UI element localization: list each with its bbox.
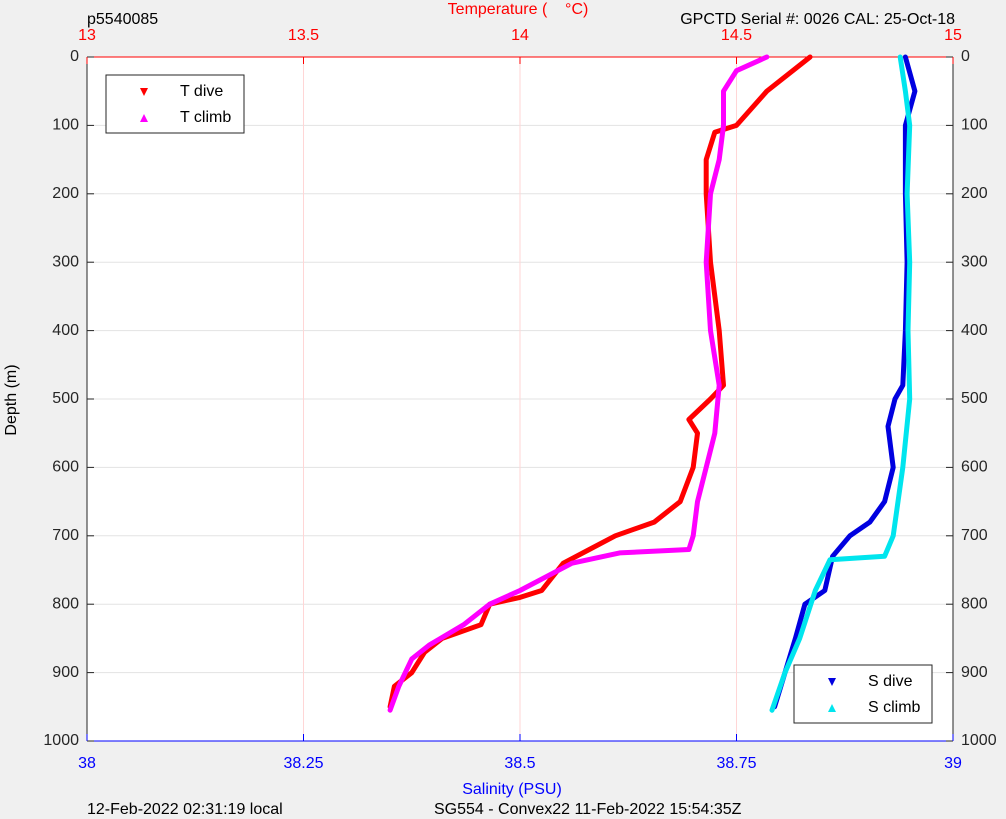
profile-line xyxy=(387,54,770,713)
y2-tick-label: 100 xyxy=(961,117,988,134)
footer-right: SG554 - Convex22 11-Feb-2022 15:54:35Z xyxy=(434,801,742,818)
y2-tick-label: 500 xyxy=(961,390,988,407)
x2-tick-label: 15 xyxy=(944,27,962,44)
y-tick-label: 800 xyxy=(52,595,79,612)
legend-box xyxy=(105,74,245,134)
x2-tick-label: 13 xyxy=(78,27,96,44)
y-tick-label: 500 xyxy=(52,390,79,407)
y-tick-label: 1000 xyxy=(43,732,79,749)
y2-tick-label: 300 xyxy=(961,253,988,270)
x-tick-label: 39 xyxy=(944,755,962,772)
y2-tick-label: 200 xyxy=(961,185,988,202)
y2-tick-label: 1000 xyxy=(961,732,997,749)
legend-label: S dive xyxy=(868,673,913,690)
y2-tick-label: 900 xyxy=(961,664,988,681)
y-tick-label: 600 xyxy=(52,459,79,476)
x-tick-label: 38.75 xyxy=(716,755,756,772)
x-tick-label: 38.25 xyxy=(283,755,323,772)
footer-left: 12-Feb-2022 02:31:19 local xyxy=(87,801,283,818)
x2-tick-label: 14.5 xyxy=(721,27,752,44)
y-axis-label: Depth (m) xyxy=(3,364,20,435)
legend-label: T climb xyxy=(180,109,231,126)
legend-marker xyxy=(828,678,836,686)
y2-tick-label: 700 xyxy=(961,527,988,544)
x2-axis-label: Temperature ( °C) xyxy=(448,1,589,18)
y-tick-label: 200 xyxy=(52,185,79,202)
y2-tick-label: 400 xyxy=(961,322,988,339)
legend-marker xyxy=(140,114,148,122)
legend-marker xyxy=(140,88,148,96)
legend-label: T dive xyxy=(180,83,223,100)
x-tick-label: 38.5 xyxy=(504,755,535,772)
legend-label: S climb xyxy=(868,699,921,716)
profile-line xyxy=(387,54,813,710)
legend-marker xyxy=(828,704,836,712)
title-right: GPCTD Serial #: 0026 CAL: 25-Oct-18 xyxy=(680,11,955,28)
x2-tick-label: 13.5 xyxy=(288,27,319,44)
title-left: p5540085 xyxy=(87,11,158,28)
y-tick-label: 0 xyxy=(70,48,79,65)
y-tick-label: 400 xyxy=(52,322,79,339)
legend-box xyxy=(793,664,933,724)
profile-line xyxy=(769,54,913,713)
x-axis-label: Salinity (PSU) xyxy=(462,781,562,798)
x-tick-label: 38 xyxy=(78,755,96,772)
y2-tick-label: 800 xyxy=(961,595,988,612)
y-tick-label: 700 xyxy=(52,527,79,544)
y2-tick-label: 600 xyxy=(961,459,988,476)
y-tick-label: 300 xyxy=(52,253,79,270)
y2-tick-label: 0 xyxy=(961,48,970,65)
x2-tick-label: 14 xyxy=(511,27,529,44)
y-tick-label: 900 xyxy=(52,664,79,681)
y-tick-label: 100 xyxy=(52,117,79,134)
